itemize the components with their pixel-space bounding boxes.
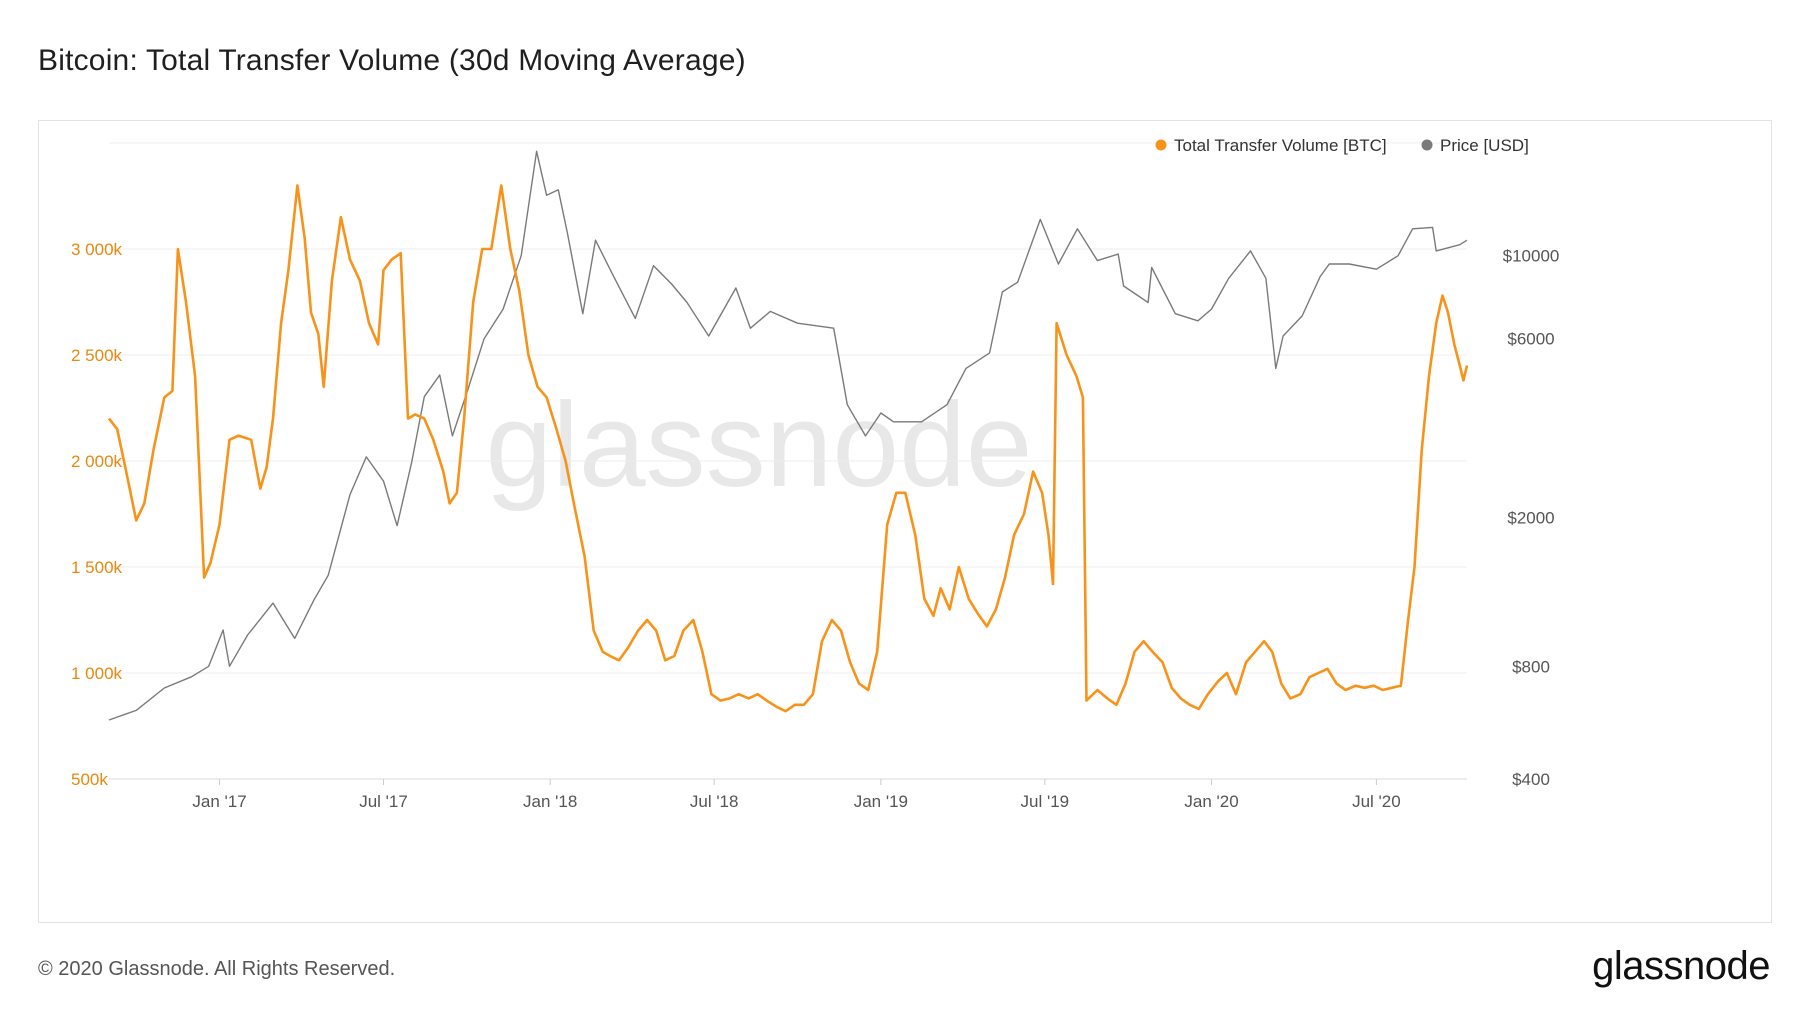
y-right-tick-label: $10000 [1503,247,1560,266]
y-right-tick-label: $800 [1512,657,1550,676]
x-tick-label: Jan '17 [192,792,246,811]
legend-swatch-volume [1155,139,1167,151]
legend-label-price: Price [USD] [1440,136,1529,155]
y-left-tick-label: 3 000k [71,240,123,259]
y-right-tick-label: $6000 [1507,330,1554,349]
x-tick-label: Jul '20 [1352,792,1401,811]
series-lines [107,150,1469,721]
legend: Total Transfer Volume [BTC] Price [USD] [1155,136,1529,155]
y-left-tick-label: 2 000k [71,452,123,471]
y-left-tick-label: 2 500k [71,346,123,365]
gridlines [109,142,1467,780]
legend-label-volume: Total Transfer Volume [BTC] [1174,136,1387,155]
price-usd-line [108,150,1468,721]
y-axis-right: $400 $800 $2000 $6000 $10000 [1503,247,1560,789]
chart-panel: glassnode 500k 1 000k 1 500k 2 000k 2 500k 3 … [38,120,1772,923]
transfer-volume-line [107,184,1469,713]
x-tick-label: Jan '19 [854,792,908,811]
copyright-text: © 2020 Glassnode. All Rights Reserved. [38,958,396,980]
y-left-tick-label: 500k [71,770,108,789]
x-tick-label: Jan '20 [1184,792,1238,811]
y-left-tick-label: 1 500k [71,558,123,577]
y-axis-left: 500k 1 000k 1 500k 2 000k 2 500k 3 000k [71,240,123,789]
brand-logo: glassnode [1592,944,1770,988]
chart-title: Bitcoin: Total Transfer Volume (30d Movi… [38,44,746,77]
legend-swatch-price [1421,139,1433,151]
x-tick-label: Jan '18 [523,792,577,811]
watermark: glassnode [485,378,1032,512]
chart-svg: glassnode 500k 1 000k 1 500k 2 000k 2 500k 3 … [71,136,1560,811]
x-axis: Jan '17 Jul '17 Jan '18 Jul '18 Jan '19 Jul '… [192,779,1401,811]
x-tick-label: Jul '19 [1021,792,1070,811]
x-tick-label: Jul '18 [690,792,739,811]
y-right-tick-label: $2000 [1507,508,1554,527]
x-tick-label: Jul '17 [359,792,408,811]
y-right-tick-label: $400 [1512,770,1550,789]
y-left-tick-label: 1 000k [71,664,123,683]
